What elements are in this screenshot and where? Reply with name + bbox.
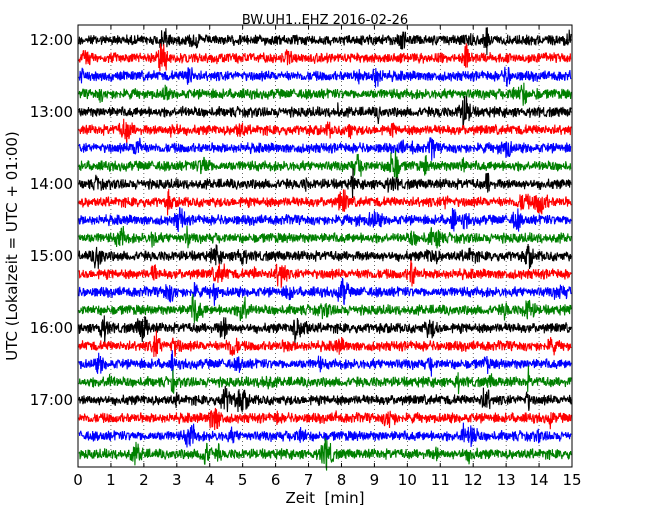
y-tick-label: 16:00: [30, 319, 73, 337]
trace-1415: [78, 188, 572, 216]
trace-1715: [78, 407, 572, 431]
trace-1600: [78, 315, 572, 345]
trace-1445: [78, 225, 572, 249]
x-tick-label: 3: [172, 471, 182, 489]
x-tick-label: 7: [304, 471, 314, 489]
trace-1500: [78, 243, 572, 270]
y-tick-label: 12:00: [30, 31, 73, 49]
trace-1330: [78, 137, 572, 161]
y-axis-label: UTC (Lokalzeit = UTC + 01:00): [3, 131, 21, 361]
x-tick-label: 1: [106, 471, 116, 489]
y-tick-label: 13:00: [30, 103, 73, 121]
trace-1530: [78, 277, 572, 306]
y-tick-label: 17:00: [30, 391, 73, 409]
x-tick-label: 6: [271, 471, 281, 489]
y-tick-label: 14:00: [30, 175, 73, 193]
x-tick-label: 14: [530, 471, 549, 489]
x-tick-label: 9: [370, 471, 380, 489]
x-axis-label: Zeit [min]: [285, 489, 364, 507]
x-tick-label: 0: [73, 471, 83, 489]
trace-1400: [78, 168, 572, 199]
trace-1230: [78, 66, 572, 88]
trace-1515: [78, 260, 572, 288]
x-tick-label: 11: [431, 471, 450, 489]
x-tick-label: 12: [464, 471, 483, 489]
trace-1615: [78, 330, 572, 358]
y-axis: 12:00 13:00 14:00 15:00 16:00 17:00: [30, 31, 572, 409]
trace-1215: [78, 43, 572, 72]
x-tick-label: 4: [205, 471, 215, 489]
trace-1630: [78, 350, 572, 377]
trace-1245: [78, 82, 572, 106]
traces: [78, 27, 572, 471]
x-axis: 0 1 2 3 4 5 6 7 8 9 10 11 12 13 14 15: [73, 25, 582, 489]
trace-1700: [78, 385, 572, 413]
x-tick-label: 13: [497, 471, 516, 489]
trace-1545: [78, 293, 572, 323]
trace-1345: [78, 150, 572, 183]
chart-title: BW.UH1..EHZ 2016-02-26: [242, 13, 408, 28]
trace-1200: [78, 27, 572, 56]
trace-1745: [78, 437, 572, 471]
x-tick-label: 10: [398, 471, 417, 489]
x-tick-label: 8: [337, 471, 347, 489]
trace-1645: [78, 365, 572, 395]
trace-1430: [78, 207, 572, 233]
plot-frame: [77, 24, 573, 468]
y-tick-label: 15:00: [30, 247, 73, 265]
trace-1315: [78, 118, 572, 144]
x-tick-label: 5: [238, 471, 248, 489]
trace-1300: [78, 95, 572, 127]
x-tick-label: 2: [139, 471, 149, 489]
x-tick-label: 15: [562, 471, 581, 489]
